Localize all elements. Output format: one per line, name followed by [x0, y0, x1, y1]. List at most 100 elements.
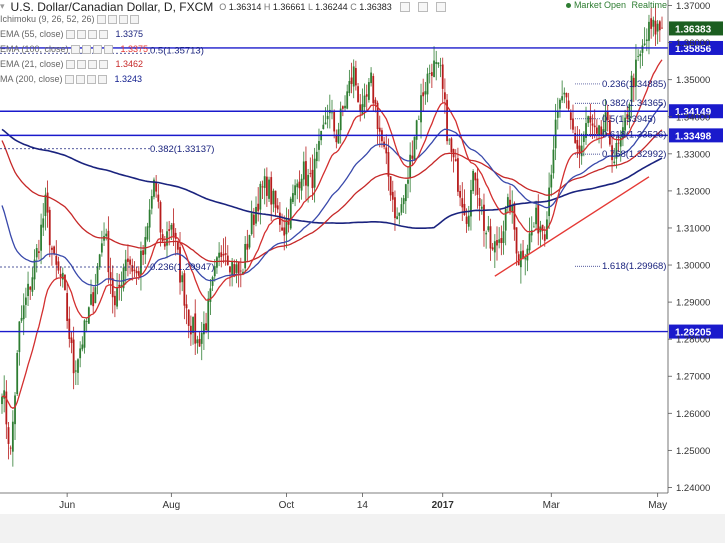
candle [183, 270, 186, 320]
indicator-eye-icon[interactable] [70, 44, 80, 54]
candle [302, 151, 305, 187]
candle [116, 272, 118, 310]
candle [111, 265, 114, 314]
price-tick-label: 1.27000 [676, 372, 710, 383]
candle [637, 49, 640, 62]
candle [437, 62, 440, 68]
candle [604, 98, 607, 136]
indicator-delete-icon[interactable] [118, 14, 128, 24]
candle [48, 206, 51, 258]
candle [192, 316, 194, 345]
candle [546, 211, 548, 240]
indicator-more-icon[interactable] [98, 29, 108, 39]
candle [22, 293, 25, 336]
candle [187, 309, 190, 339]
indicator-legend-row[interactable]: EMA (21, close) 1.3462 [0, 59, 143, 69]
candle [522, 240, 524, 260]
time-tick-label: Jun [59, 500, 75, 511]
candle [387, 138, 390, 191]
indicator-settings-icon[interactable] [81, 44, 91, 54]
header-compare-icon[interactable] [417, 1, 428, 12]
candle [478, 187, 481, 221]
indicator-legend-row[interactable]: EMA (55, close) 1.3375 [0, 29, 143, 39]
candle [294, 179, 296, 207]
candle [29, 286, 32, 300]
ema-21-line [1, 59, 663, 409]
indicator-eye-icon[interactable] [65, 29, 75, 39]
candle [185, 294, 188, 325]
price-tick-label: 1.28000 [676, 335, 710, 346]
candle [519, 243, 522, 284]
candle [272, 188, 275, 213]
indicator-legend-row[interactable]: MA (200, close) 1.3243 [0, 74, 142, 84]
indicator-name: EMA (100, close) [0, 44, 69, 54]
candle [153, 177, 155, 200]
indicator-more-icon[interactable] [97, 74, 107, 84]
candle [320, 130, 323, 146]
horizontal-levels: 1.35856 1.34149 1.33498 1.28205 1.36383 [0, 21, 723, 339]
indicator-legend-row[interactable]: Ichimoku (9, 26, 52, 26) [0, 14, 139, 24]
candle [161, 229, 164, 244]
indicator-eye-icon[interactable] [64, 74, 74, 84]
indicator-settings-icon[interactable] [76, 59, 86, 69]
price-tick-label: 1.37000 [676, 1, 710, 12]
candle [446, 94, 448, 145]
candle [135, 266, 138, 285]
candle [611, 136, 613, 173]
level-label: 1.33498 [675, 131, 712, 142]
fib-new-label: 1.618(1.29968) [602, 261, 666, 272]
candle [146, 222, 149, 242]
candle [203, 311, 205, 350]
candle [274, 190, 277, 217]
chart-collapse-icon[interactable]: ▾ [0, 1, 5, 11]
candle [661, 16, 663, 29]
indicator-more-icon[interactable] [98, 59, 108, 69]
header-close-icon[interactable] [435, 1, 446, 12]
candle [300, 174, 303, 200]
indicator-delete-icon[interactable] [92, 44, 102, 54]
price-tick-label: 1.31000 [676, 223, 710, 234]
header-settings-icon[interactable] [399, 1, 410, 12]
candle [643, 27, 646, 47]
close-value: 1.36383 [359, 1, 392, 12]
indicator-more-icon[interactable] [129, 14, 139, 24]
candle [439, 57, 442, 78]
candle [476, 167, 479, 209]
candle [40, 213, 42, 265]
close-label: C [350, 1, 357, 12]
indicator-settings-icon[interactable] [75, 74, 85, 84]
indicator-more-icon[interactable] [103, 44, 113, 54]
indicator-delete-icon[interactable] [87, 29, 97, 39]
fib-new-label: 0.382(1.34365) [602, 98, 666, 109]
indicator-name: Ichimoku (9, 26, 52, 26) [0, 14, 95, 24]
candle [44, 187, 47, 231]
indicator-settings-icon[interactable] [107, 14, 117, 24]
indicator-eye-icon[interactable] [65, 59, 75, 69]
candle [309, 157, 312, 178]
candle [654, 5, 657, 46]
candle [315, 143, 318, 169]
indicator-delete-icon[interactable] [87, 59, 97, 69]
candle [127, 244, 129, 277]
candle [229, 266, 231, 287]
candle [641, 39, 644, 67]
indicator-eye-icon[interactable] [96, 14, 106, 24]
candle [213, 259, 216, 282]
candle [608, 114, 611, 147]
candle [77, 358, 79, 385]
candle [27, 271, 29, 306]
candle [622, 115, 624, 147]
price-tick-label: 1.25000 [676, 446, 710, 457]
indicator-delete-icon[interactable] [86, 74, 96, 84]
chart-header: ▾ U.S. Dollar/Canadian Dollar, D, FXCM O… [0, 0, 446, 14]
candle [359, 94, 362, 122]
candle [615, 136, 618, 169]
candle [313, 147, 316, 203]
candle [55, 240, 58, 280]
candle [430, 63, 433, 89]
moving-averages [1, 59, 663, 409]
candle [90, 279, 92, 306]
indicator-legend-row[interactable]: EMA (100, close) 1.3375 [0, 44, 148, 54]
indicator-settings-icon[interactable] [76, 29, 86, 39]
